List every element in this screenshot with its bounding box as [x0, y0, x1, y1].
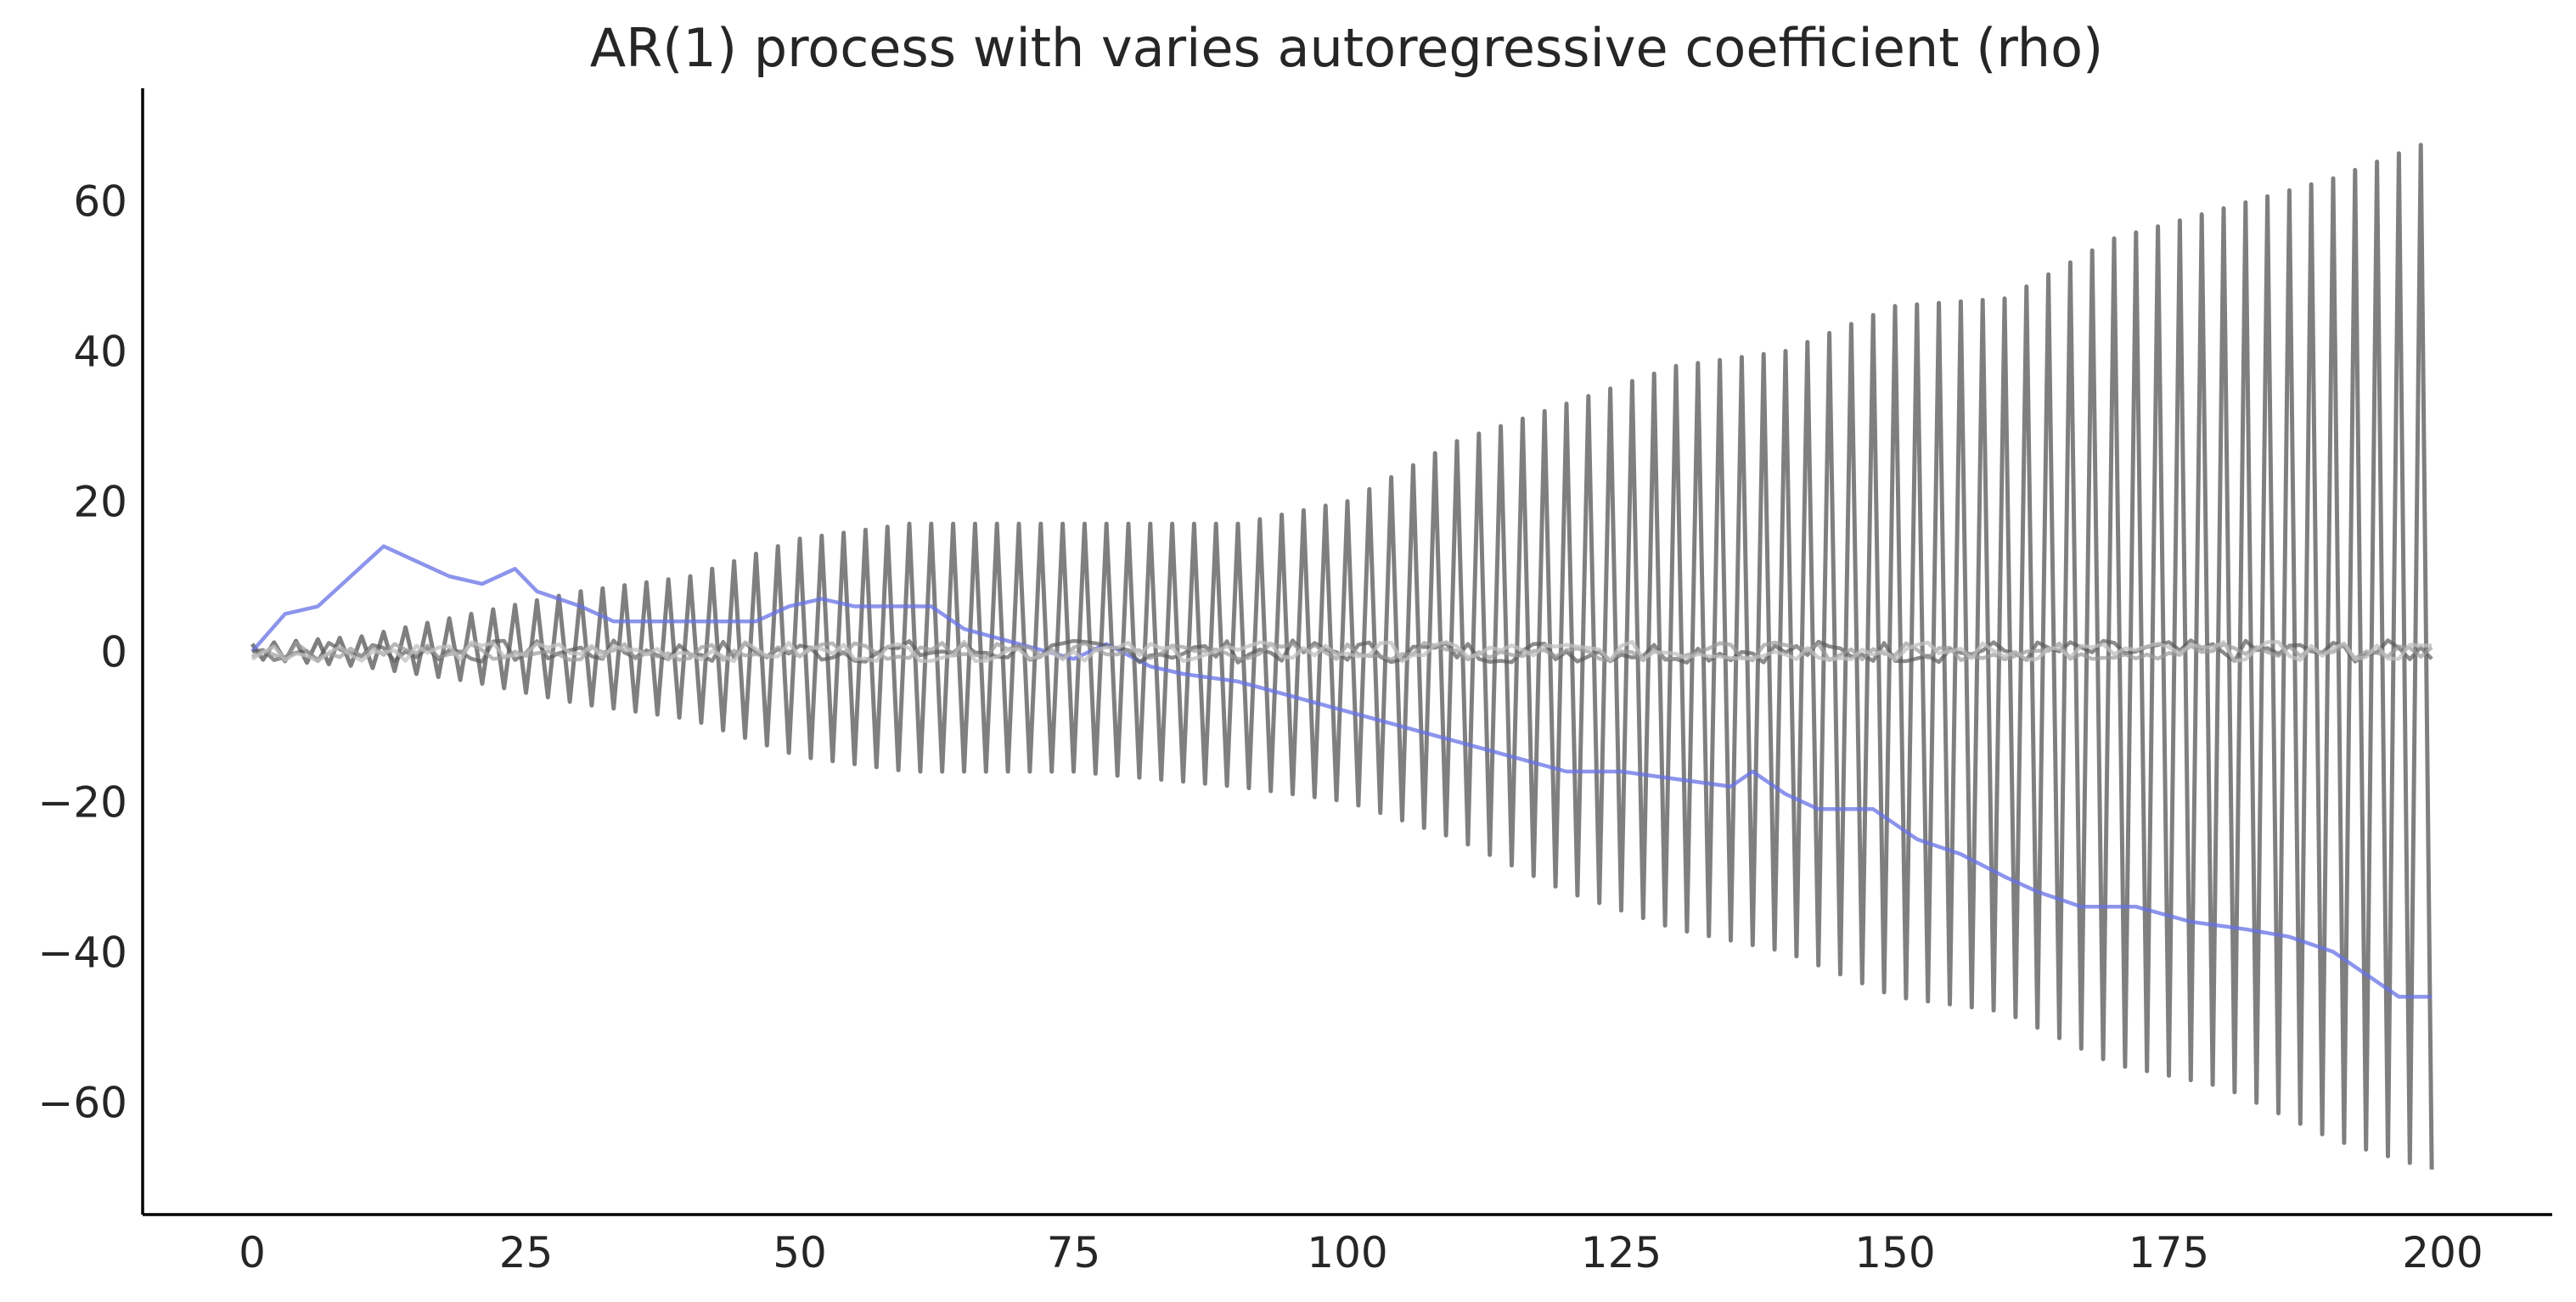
series-layer: [250, 143, 2434, 1170]
y-tick-label: −60: [37, 1078, 127, 1127]
y-tick-layer: 60 40 20 0 −20 −40 −60: [37, 177, 127, 1128]
x-tick-layer: 0 25 50 75 100 125 150 175 200: [239, 1228, 2483, 1277]
x-tick-label: 75: [1047, 1228, 1101, 1277]
y-tick-label: 0: [100, 628, 127, 677]
x-tick-label: 25: [499, 1228, 554, 1277]
x-tick-label: 175: [2129, 1228, 2209, 1277]
x-tick-label: 125: [1581, 1228, 1662, 1277]
y-tick-label: −40: [37, 928, 127, 977]
series-line-4: [250, 639, 2433, 664]
x-tick-label: 150: [1854, 1228, 1935, 1277]
y-tick-label: 20: [73, 478, 127, 527]
y-tick-label: 60: [73, 177, 127, 227]
x-tick-label: 200: [2402, 1228, 2483, 1277]
series-line-1: [250, 544, 2433, 999]
chart-title: AR(1) process with varies autoregressive…: [590, 17, 2103, 79]
x-tick-label: 50: [773, 1228, 827, 1277]
y-tick-label: −20: [37, 777, 127, 827]
x-tick-label: 100: [1307, 1228, 1387, 1277]
x-tick-label: 0: [239, 1228, 266, 1277]
y-tick-label: 40: [73, 328, 127, 377]
